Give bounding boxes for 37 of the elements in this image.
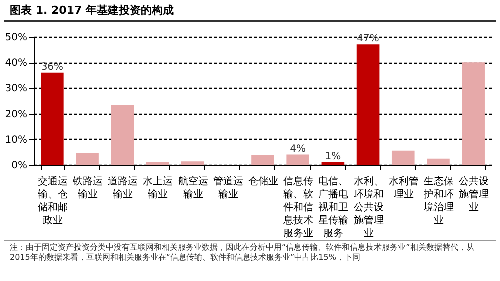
bar	[252, 156, 274, 165]
bar	[322, 162, 345, 165]
bar	[41, 72, 64, 165]
x-tick-label: 水利、环境和公共设施管理业	[354, 176, 384, 240]
data-label: 4%	[290, 144, 306, 155]
x-tick-label: 管道运输业	[213, 176, 244, 200]
x-tick-label: 航空运输业	[178, 176, 208, 200]
x-tick-label: 公共设施管理业	[459, 176, 490, 214]
bar	[392, 150, 415, 165]
data-label: 47%	[357, 34, 380, 45]
y-tick-label: 20%	[5, 109, 28, 120]
bar	[462, 62, 485, 165]
data-label: 1%	[325, 151, 342, 162]
bar	[427, 158, 450, 165]
bar	[146, 162, 170, 165]
x-tick-label: 道路运输业	[108, 176, 138, 200]
y-tick-label: 40%	[5, 58, 28, 70]
bar	[76, 152, 99, 165]
x-tick-label: 电信、广播电视和卫星传输服务	[318, 176, 349, 240]
x-tick-label: 信息传输、软件和信息技术服务业	[282, 176, 314, 240]
x-tick-label: 交通运输、仓储和邮政业	[38, 176, 68, 226]
x-tick-label: 铁路运输业	[72, 176, 104, 200]
y-tick-label: 30%	[5, 84, 28, 95]
y-tick-label: 10%	[5, 134, 28, 146]
bar	[286, 154, 310, 165]
bar	[111, 105, 134, 165]
y-tick-label: 50%	[5, 32, 28, 44]
x-tick-label: 仓储业	[248, 176, 278, 188]
bar	[356, 44, 380, 165]
x-tick-label: 生态保护和环境治理业	[422, 176, 454, 226]
chart-title: 图表 1. 2017 年基建投资的构成	[4, 0, 496, 22]
text: 注：由于固定资产投资分类中没有互联网和相关服务业数据，因此在分析中用“信息传输、软件和信息技术服务业”相关数据替代，从2015年的数据来看，互联网和相关服务业在“信息传输、软件和信息技术服务业”中占比15%，下同	[10, 243, 476, 263]
bar	[181, 162, 204, 165]
x-tick-label: 水利管理业	[388, 176, 419, 200]
data-label: 36%	[41, 62, 64, 73]
y-tick-label: 0%	[12, 160, 28, 172]
x-tick-label: 水上运输业	[143, 176, 174, 200]
